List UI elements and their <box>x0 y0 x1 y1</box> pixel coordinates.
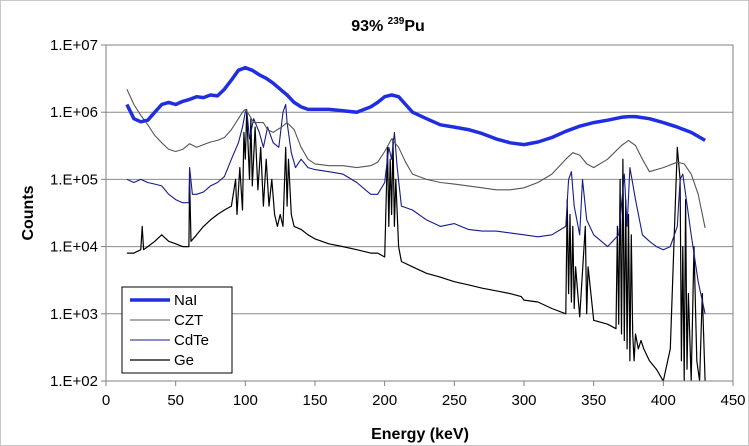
y-tick-label: 1.E+04 <box>50 239 98 256</box>
x-tick-label: 0 <box>102 392 110 409</box>
x-tick-label: 50 <box>167 392 184 409</box>
x-axis-ticks: 0 50 100 150 200 250 300 350 400 450 <box>102 381 746 409</box>
x-tick-label: 400 <box>651 392 676 409</box>
x-tick-label: 100 <box>233 392 258 409</box>
legend: NaI CZT CdTe Ge <box>121 286 233 374</box>
chart-title-superscript: 239 <box>388 16 405 27</box>
series-line-nai <box>125 65 706 147</box>
y-tick-label: 1.E+03 <box>50 306 98 323</box>
legend-label-ge: Ge <box>174 352 194 369</box>
y-tick-label: 1.E+07 <box>50 37 98 54</box>
x-tick-label: 300 <box>511 392 536 409</box>
y-tick-label: 1.E+06 <box>50 104 98 121</box>
series-group <box>125 65 706 381</box>
legend-label-czt: CZT <box>174 312 203 329</box>
y-axis-title: Counts <box>20 185 37 240</box>
plot-border <box>105 44 734 382</box>
y-tick-label: 1.E+02 <box>50 373 98 390</box>
series-line-czt <box>126 88 706 229</box>
legend-label-cdte: CdTe <box>174 332 209 349</box>
chart-title-prefix: 93% <box>351 18 387 35</box>
series-line-ge <box>126 111 706 381</box>
x-tick-label: 200 <box>372 392 397 409</box>
x-tick-label: 350 <box>581 392 606 409</box>
x-tick-label: 150 <box>302 392 327 409</box>
chart-title-suffix: Pu <box>404 18 424 35</box>
y-tick-label: 1.E+05 <box>50 171 98 188</box>
legend-label-nai: NaI <box>174 292 197 309</box>
chart-title: 93% 239Pu <box>351 16 425 35</box>
x-tick-label: 450 <box>720 392 745 409</box>
x-axis-title: Energy (keV) <box>371 426 469 443</box>
series-line-cdte <box>126 103 706 314</box>
y-axis-ticks: 1.E+02 1.E+03 1.E+04 1.E+05 1.E+06 1.E+07 <box>50 37 106 390</box>
x-tick-label: 250 <box>442 392 467 409</box>
